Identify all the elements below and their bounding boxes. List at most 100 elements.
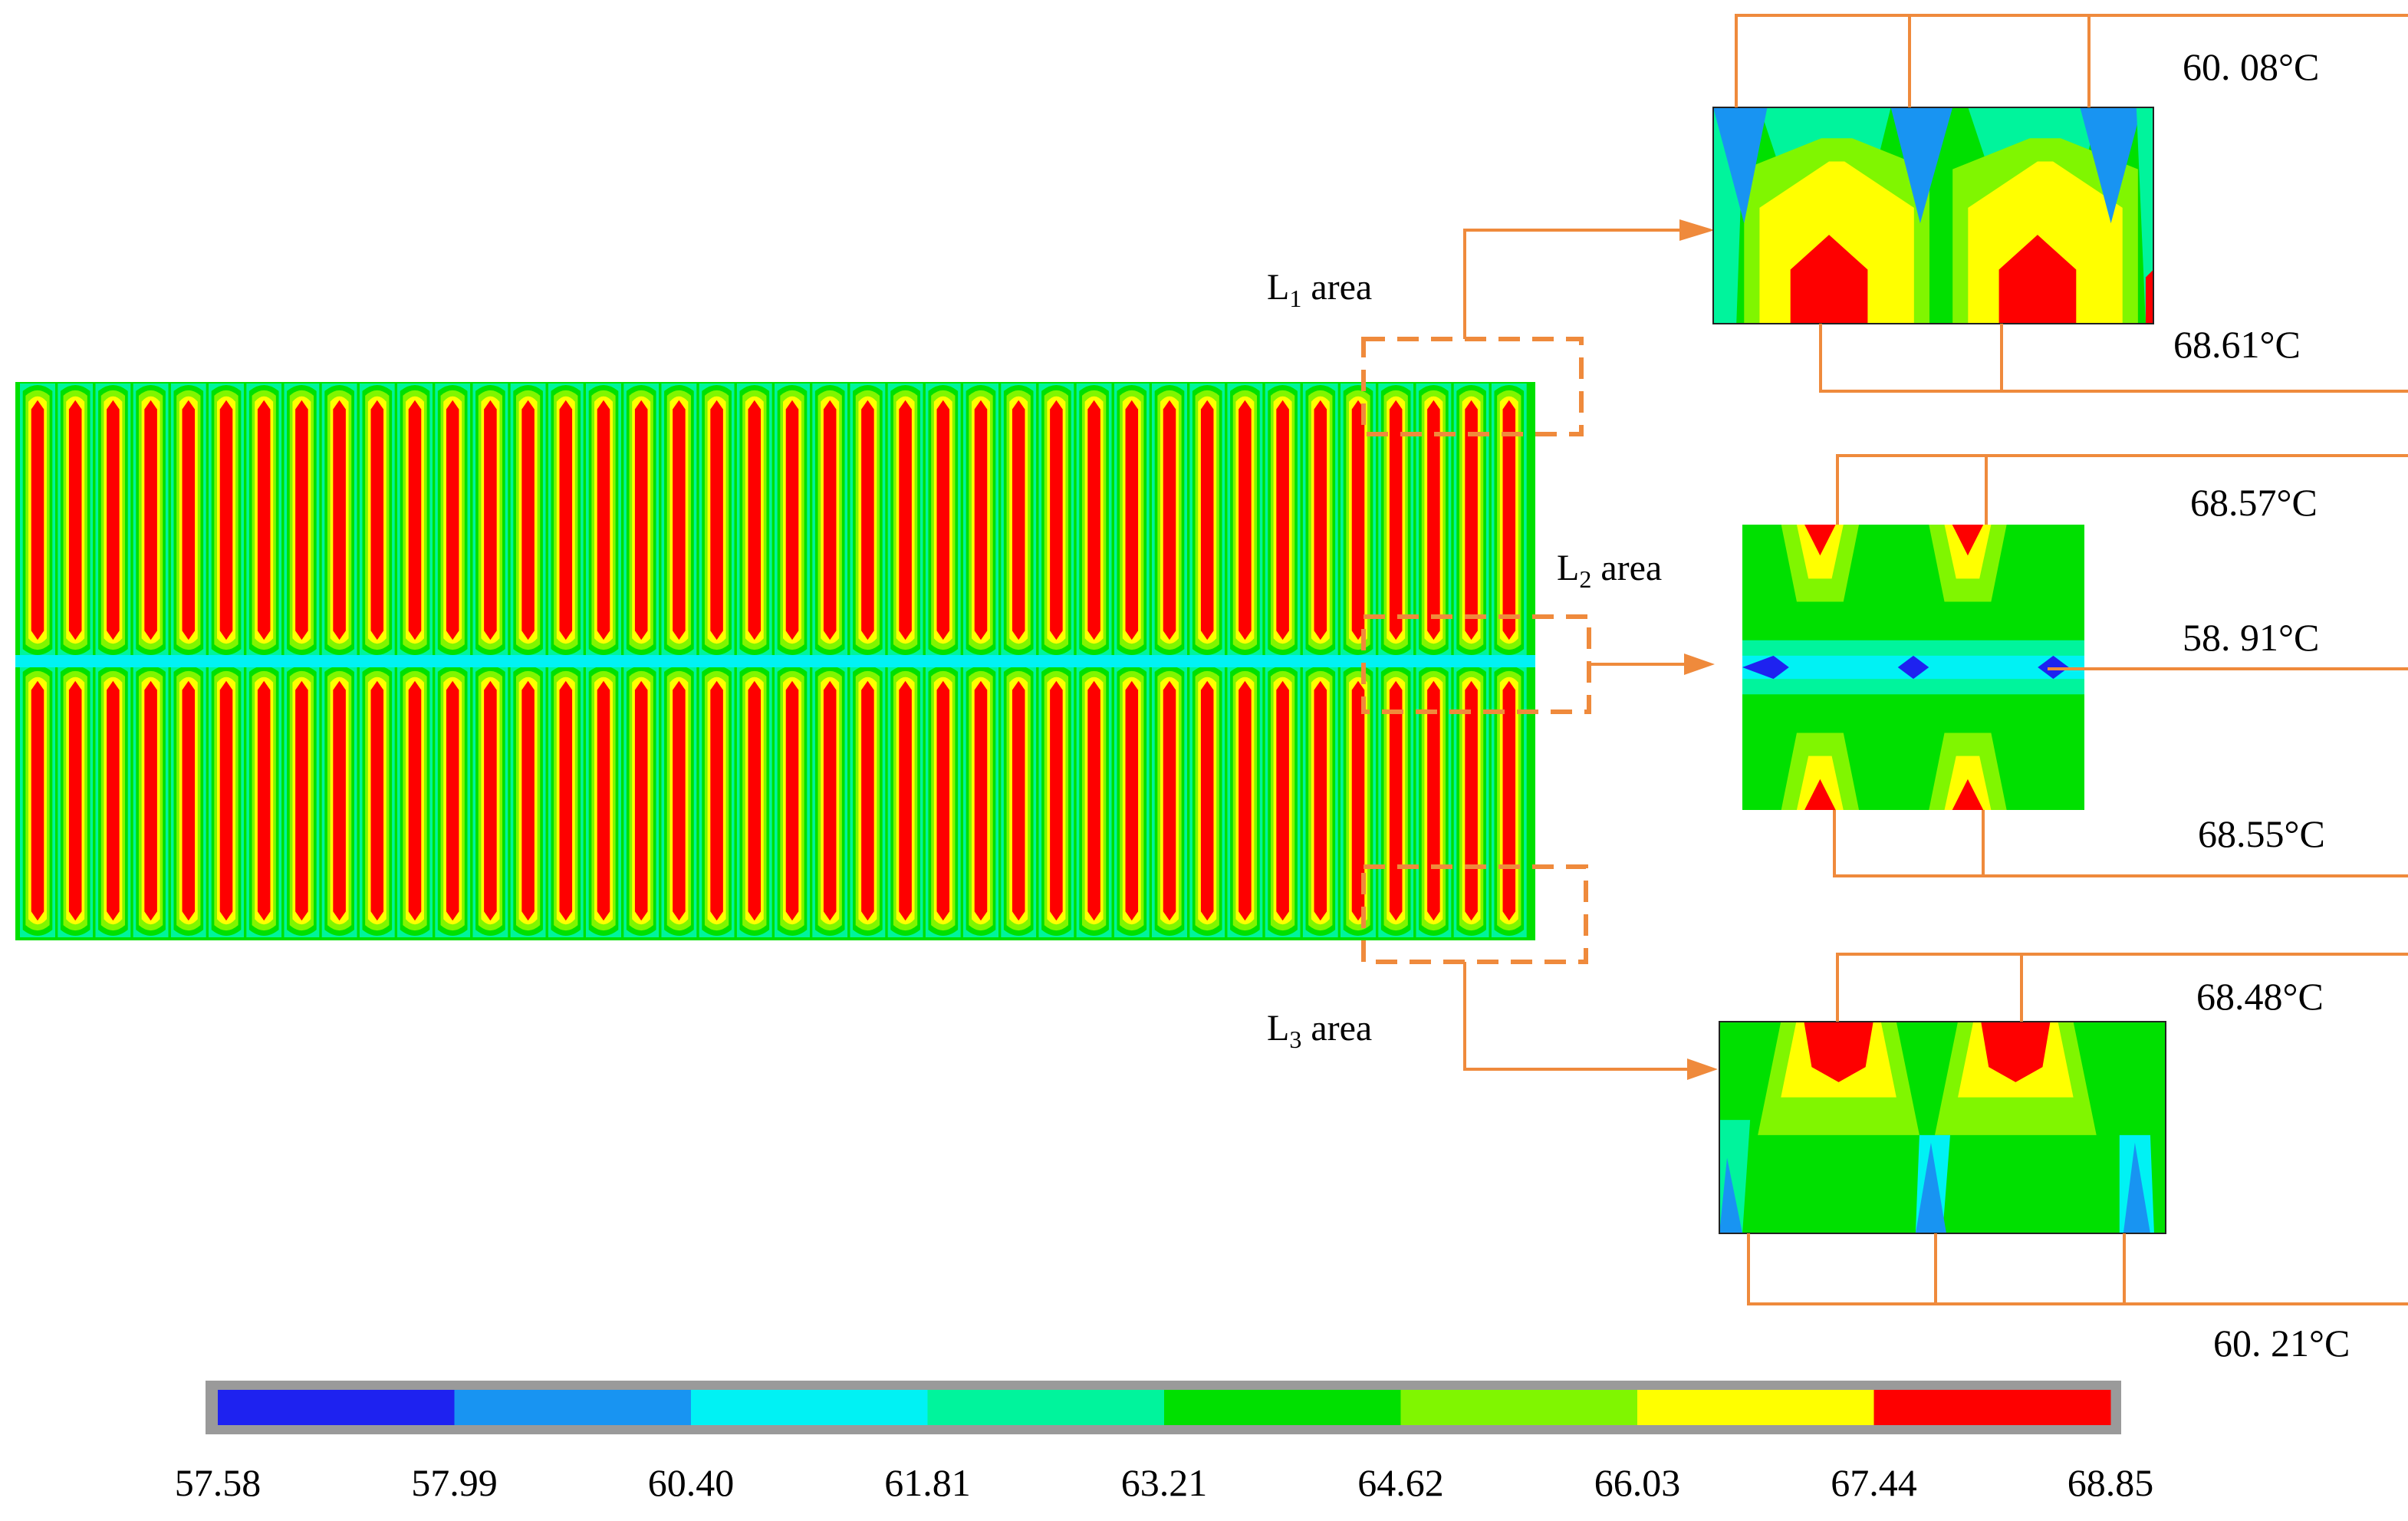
coolant-channel [1227,664,1263,937]
coolant-channel [661,664,697,937]
colorbar-tick-labels: 57.58 57.99 60.40 61.81 63.21 64.62 66.03 67.44… [175,1461,2154,1504]
coolant-channel [1416,664,1452,937]
l3-area-label: L3 area [1267,1008,1372,1053]
coolant-channel [1341,664,1376,937]
coolant-channel [699,384,735,657]
coolant-channel [321,384,357,657]
coolant-channel [736,384,772,657]
coolant-channel [548,384,584,657]
coolant-channel [812,664,848,937]
l3-arrowhead [1687,1058,1718,1080]
coolant-channel [95,664,131,937]
colorbar-cell [1637,1390,1874,1425]
coolant-channel [472,664,508,937]
coolant-channel [887,384,923,657]
coolant-channel [963,664,998,937]
coolant-channel [170,384,206,657]
coolant-channel [925,384,961,657]
coolant-channel [1453,664,1489,937]
coolant-channel [1265,384,1301,657]
coolant-channel [95,384,131,657]
coolant-channel [1076,384,1112,657]
coolant-channel [20,384,55,657]
l1-zoom-panel [1713,107,2153,324]
coolant-channel [1378,664,1414,937]
colorbar-tick-label: 67.44 [1831,1461,1917,1504]
colorbar-cell [691,1390,928,1425]
coolant-channel [133,664,169,937]
coolant-channel [850,664,886,937]
plate-center-line [15,655,1535,667]
coolant-channel [1114,384,1150,657]
coolant-channel [1152,384,1187,657]
coolant-channel [284,384,320,657]
colorbar-tick-label: 57.99 [411,1461,498,1504]
main-contour-plate [15,382,1535,940]
l1-arrowhead [1679,219,1715,241]
l2-top-temp: 68.57°C [2190,481,2318,524]
coolant-channel [736,664,772,937]
colorbar-tick-label: 64.62 [1357,1461,1444,1504]
coolant-channel [586,664,621,937]
coolant-channel [850,384,886,657]
coolant-channel [887,664,923,937]
coolant-channel [661,384,697,657]
colorbar-cell [1400,1390,1638,1425]
l1-area-label: L1 area [1267,267,1372,312]
coolant-channel [1302,384,1338,657]
l1-bottom-temp: 68.61°C [2173,323,2301,366]
colorbar-tick-label: 63.21 [1121,1461,1208,1504]
l2-zoom-panel [1742,525,2084,810]
coolant-channel [1227,384,1263,657]
colorbar-cell [1164,1390,1401,1425]
colorbar-cell [1873,1390,2111,1425]
colorbar-cell [927,1390,1165,1425]
coolant-channel [359,664,395,937]
l3-bottom-temp: 60. 21°C [2213,1322,2350,1365]
coolant-channel [812,384,848,657]
color-scale-bar [206,1381,2121,1434]
coolant-channel [1001,384,1037,657]
colorbar-tick-label: 61.81 [884,1461,971,1504]
coolant-channel [1038,664,1074,937]
colorbar-tick-label: 66.03 [1594,1461,1681,1504]
coolant-channel [775,384,810,657]
coolant-channel [284,664,320,937]
coolant-channel [58,664,94,937]
coolant-channel [925,664,961,937]
coolant-channel [1152,664,1187,937]
coolant-channel [1189,664,1225,937]
coolant-channel [246,384,282,657]
coolant-channel [510,384,546,657]
coolant-channel [20,664,55,937]
l2-area-label: L2 area [1557,548,1662,593]
l3-zoom-frame [1719,1021,2166,1234]
coolant-channel [1265,664,1301,937]
coolant-channel [58,384,94,657]
coolant-channel [623,384,660,657]
coolant-channel [321,664,357,937]
coolant-channel [359,384,395,657]
coolant-channel [1114,664,1150,937]
coolant-channel [1038,384,1074,657]
l1-connector [1463,229,1695,339]
coolant-channel [963,384,998,657]
l2-bottom-temp: 68.55°C [2198,812,2325,855]
colorbar-cell [218,1390,455,1425]
coolant-channel [472,384,508,657]
coolant-channel [209,664,244,937]
colorbar-tick-label: 57.58 [175,1461,262,1504]
l3-area-box [1361,864,1588,964]
coolant-channel [510,664,546,937]
coolant-channel [548,664,584,937]
coolant-channel [586,384,621,657]
l2-mid-temp: 58. 91°C [2183,616,2319,659]
l1-area-box [1361,337,1584,436]
colorbar-tick-label: 68.85 [2068,1461,2154,1504]
coolant-channel [397,664,433,937]
coolant-channel [1189,384,1225,657]
coolant-channel [1491,664,1527,937]
l3-top-temp: 68.48°C [2196,975,2324,1018]
coolant-channel [699,664,735,937]
coolant-channel [1001,664,1037,937]
